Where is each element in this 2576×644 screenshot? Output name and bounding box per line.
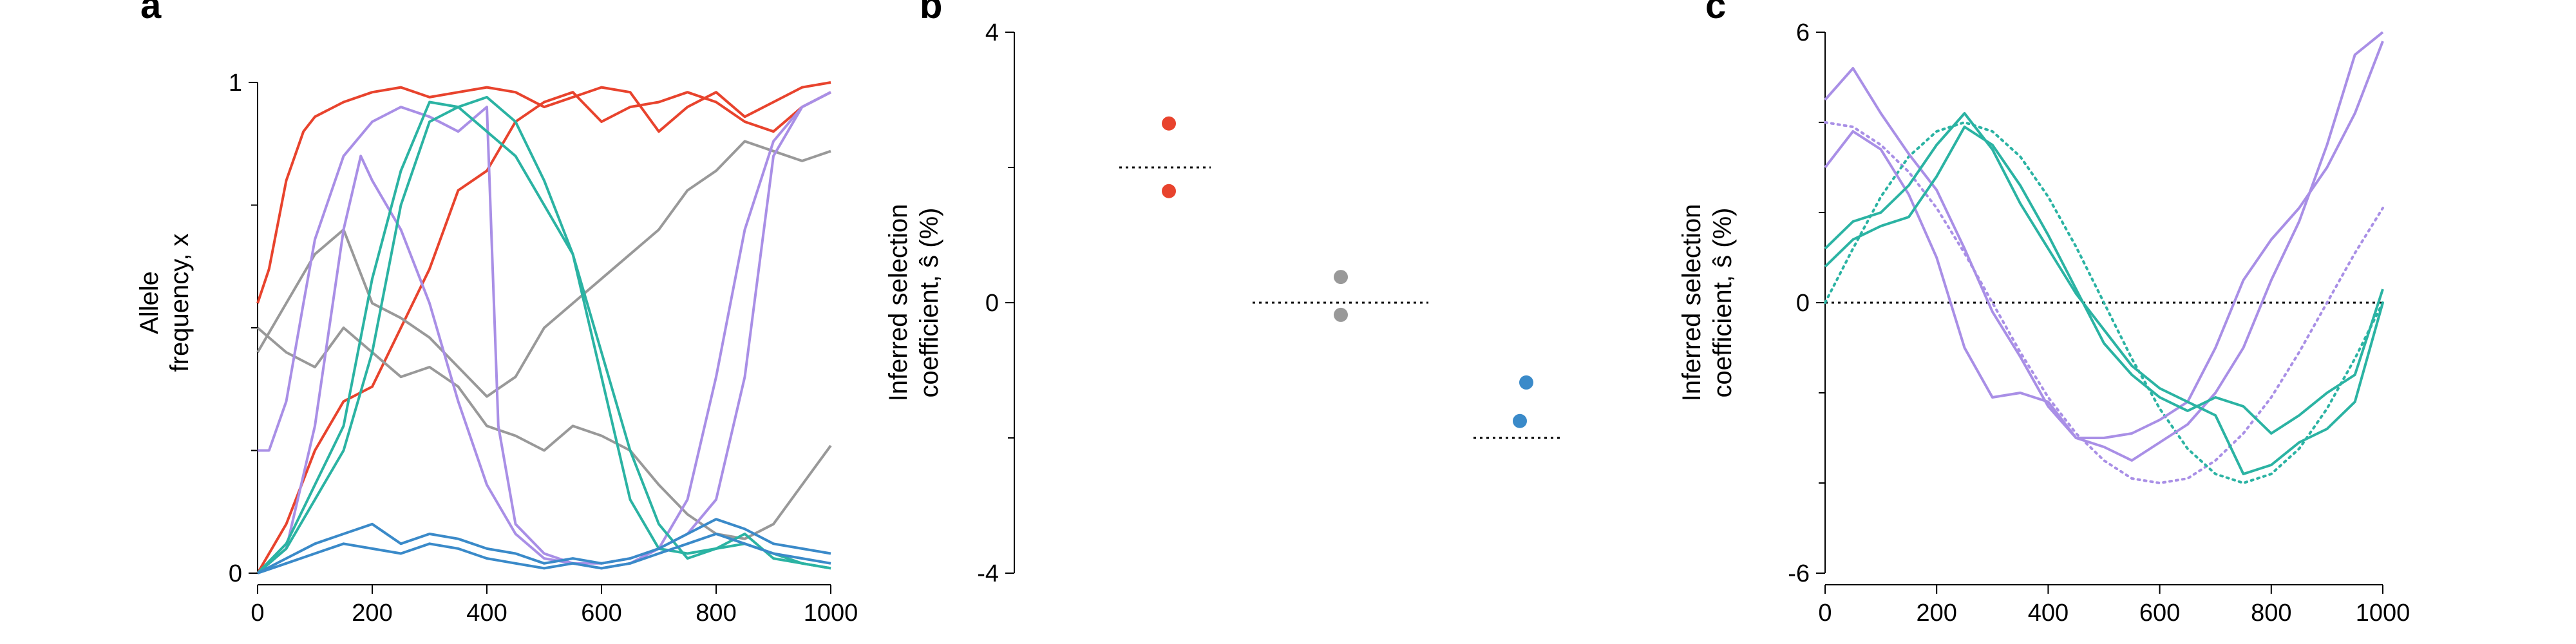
panel-c-ytick-label: -6 <box>1788 560 1810 587</box>
panel-c-inferred-curve-teal-2 <box>1824 112 2384 475</box>
panel-a-series-line-teal-7 <box>256 95 831 574</box>
panel-c-ylabel-line-1: Inferred selection <box>1678 204 1706 402</box>
panel-b-inferred-point-blue <box>1519 375 1533 390</box>
panel-c-inferred-curve-purple-0 <box>1824 31 2384 462</box>
panel-b-label: b <box>920 0 942 26</box>
panel-c-ytick-label: 6 <box>1796 19 1810 46</box>
panel-a-xtick-label: 800 <box>696 600 736 627</box>
panel-b-ylabel-line-1: Inferred selection <box>884 204 913 402</box>
panel-a-series-line-purple-4 <box>258 91 831 565</box>
panel-a-label: a <box>140 0 162 26</box>
panel-b-inferred-point-red <box>1162 116 1176 131</box>
panel-b: b Inferred selection coefficient, ŝ (%) … <box>884 0 1564 587</box>
panel-a-series-line-blue-9 <box>257 533 831 574</box>
panel-a-ylabel-line-1: Allele <box>135 271 164 334</box>
panel-a-series-line-blue-8 <box>257 518 831 574</box>
panel-b-ytick-label: 4 <box>985 19 999 46</box>
panel-b-inferred-point-red <box>1162 184 1176 198</box>
panel-c-xtick-label: 1000 <box>2356 600 2410 627</box>
panel-a-series-line-teal-6 <box>256 106 831 574</box>
panel-a-series-line-red-1 <box>256 91 831 574</box>
panel-a-series-line-gray-2 <box>256 140 831 398</box>
panel-c-true-curve-purple <box>1824 121 2384 485</box>
panel-c: c Inferred selection coefficient, ŝ (%) … <box>1678 0 2410 627</box>
panel-c-ytick-label: 0 <box>1796 290 1810 317</box>
panel-c-label: c <box>1705 0 1726 26</box>
panel-c-true-curve-teal <box>1824 120 2384 485</box>
panel-b-inferred-point-gray <box>1334 307 1348 322</box>
panel-c-xtick-label: 0 <box>1818 600 1832 627</box>
panel-b-ylabel-line-2: coefficient, ŝ (%) <box>915 208 943 398</box>
panel-a-xtick-label: 200 <box>352 600 392 627</box>
panel-b-inferred-point-gray <box>1334 270 1348 285</box>
panel-b-ytick-label: -4 <box>977 560 999 587</box>
panel-a-xtick-label: 600 <box>581 600 621 627</box>
panel-c-xtick-label: 600 <box>2139 600 2180 627</box>
panel-c-xtick-label: 200 <box>1916 600 1956 627</box>
panel-a: a Allele frequency, x 0 1 0 200 400 600 800 100… <box>135 0 858 627</box>
panel-c-xtick-label: 800 <box>2251 600 2291 627</box>
panel-a-series-line-gray-3 <box>256 327 832 540</box>
panel-a-ylabel-line-2: frequency, x <box>166 234 194 372</box>
panel-c-xtick-label: 400 <box>2028 600 2069 627</box>
panel-a-ytick-label: 1 <box>229 70 242 97</box>
panel-a-series-line-purple-5 <box>256 91 831 574</box>
panel-c-inferred-curve-purple-1 <box>1824 41 2384 439</box>
panel-a-series-line-red-0 <box>256 81 831 304</box>
panel-a-ytick-label: 0 <box>229 560 242 587</box>
panel-b-inferred-point-blue <box>1513 413 1527 428</box>
panel-a-xtick-label: 0 <box>251 600 264 627</box>
panel-c-ylabel-line-2: coefficient, ŝ (%) <box>1709 208 1737 398</box>
panel-a-xtick-label: 1000 <box>804 600 858 627</box>
panel-b-ytick-label: 0 <box>985 290 999 317</box>
panel-a-xtick-label: 400 <box>466 600 507 627</box>
panel-c-inferred-curve-teal-3 <box>1824 126 2384 435</box>
